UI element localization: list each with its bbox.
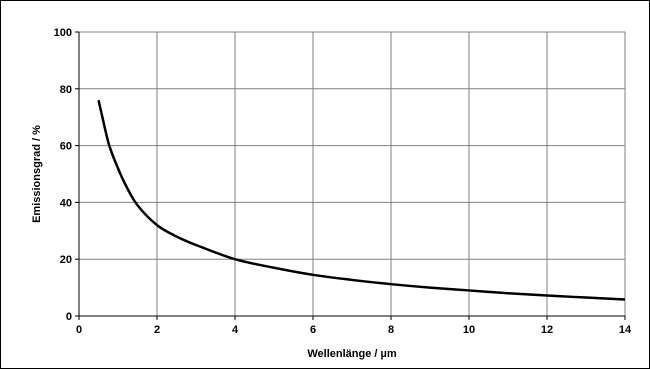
y-tick-label: 20 — [60, 254, 72, 266]
x-tick-label: 8 — [388, 324, 394, 336]
y-axis-title: Emissionsgrad / % — [31, 125, 43, 223]
x-tick-label: 2 — [154, 324, 160, 336]
x-axis-title: Wellenlänge / µm — [307, 348, 396, 360]
x-tick-label: 0 — [76, 324, 82, 336]
plot-area — [78, 31, 626, 317]
x-tick-label: 12 — [541, 324, 553, 336]
y-tick-label: 80 — [60, 84, 72, 96]
y-tick-labels: 0 20 40 60 80 100 — [54, 27, 72, 323]
y-tick-label: 0 — [66, 311, 72, 323]
x-tick-label: 4 — [232, 324, 239, 336]
x-tick-label: 14 — [619, 324, 632, 336]
emissivity-curve — [97, 99, 626, 301]
x-tick-label: 10 — [463, 324, 475, 336]
y-tick-label: 40 — [60, 197, 72, 209]
tick-marks — [75, 31, 626, 320]
grid-lines — [79, 32, 625, 316]
x-tick-labels: 0 2 4 6 8 10 12 14 — [76, 324, 632, 336]
x-tick-label: 6 — [310, 324, 316, 336]
data-series — [97, 99, 626, 301]
y-tick-label: 60 — [60, 141, 72, 153]
y-tick-label: 100 — [54, 27, 72, 39]
